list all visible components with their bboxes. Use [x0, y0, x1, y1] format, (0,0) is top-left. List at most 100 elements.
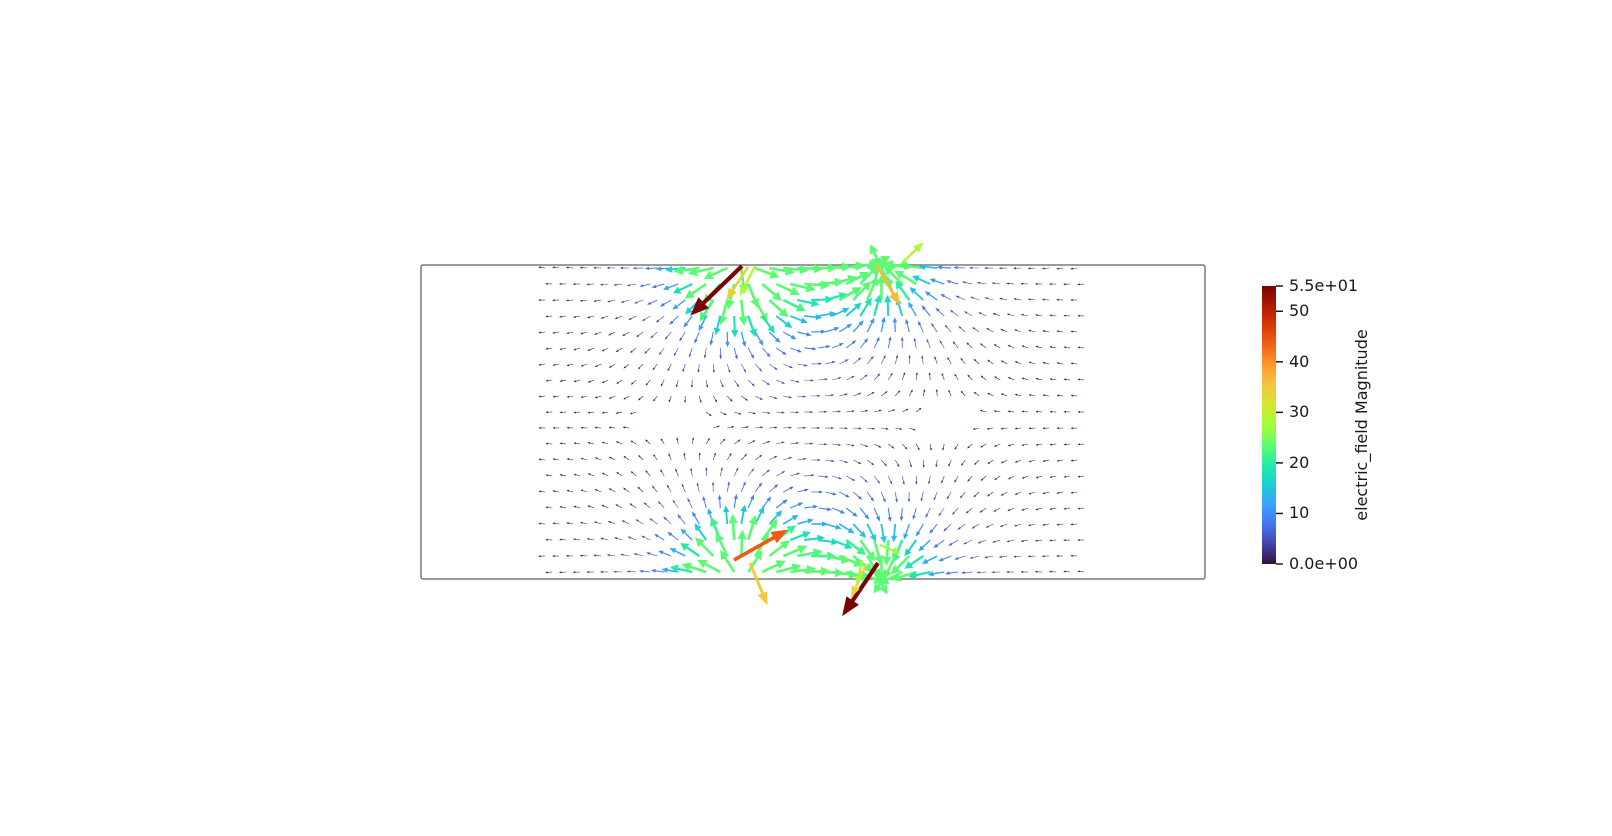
field-arrow	[1042, 394, 1050, 397]
field-arrow	[818, 475, 829, 478]
field-arrow	[797, 488, 809, 493]
field-arrow	[970, 296, 980, 301]
field-arrow	[866, 491, 875, 502]
field-arrow	[559, 347, 567, 351]
field-arrow	[669, 315, 679, 325]
field-arrow	[1077, 378, 1085, 381]
field-arrow	[703, 266, 728, 280]
field-arrow	[1063, 475, 1071, 478]
field-arrow	[845, 340, 857, 349]
field-arrow	[658, 347, 665, 356]
field-arrow	[639, 283, 651, 287]
field-arrow	[908, 354, 911, 365]
field-arrow	[741, 453, 748, 461]
field-arrow	[601, 379, 609, 384]
vector-field-large-glyphs	[690, 242, 924, 617]
field-arrow	[1027, 267, 1036, 270]
field-arrow	[559, 506, 567, 509]
field-arrow	[587, 411, 595, 414]
field-arrow	[1077, 410, 1085, 414]
field-arrow	[929, 278, 945, 285]
field-arrow	[900, 336, 904, 349]
field-arrow	[1020, 282, 1029, 285]
field-arrow	[859, 338, 869, 349]
field-arrow	[748, 379, 755, 387]
field-arrow	[1056, 427, 1064, 430]
field-arrow	[1014, 393, 1022, 397]
field-arrow	[958, 325, 966, 333]
field-arrow	[867, 391, 875, 397]
field-arrow	[734, 379, 740, 388]
field-arrow	[993, 507, 1001, 512]
field-arrow	[782, 331, 797, 340]
field-arrow	[1077, 570, 1085, 573]
field-arrow	[934, 355, 938, 365]
field-arrow	[831, 307, 850, 317]
field-arrow	[552, 363, 560, 366]
field-arrow	[572, 538, 581, 541]
field-arrow	[853, 392, 862, 397]
field-arrow	[962, 539, 973, 545]
field-arrow	[619, 266, 630, 270]
field-arrow	[733, 493, 738, 509]
field-arrow	[566, 489, 574, 493]
field-arrow	[713, 425, 720, 429]
field-arrow	[933, 539, 945, 549]
field-arrow	[979, 343, 987, 349]
field-arrow	[706, 411, 712, 417]
field-arrow	[726, 266, 750, 301]
field-arrow	[859, 265, 879, 285]
field-arrow	[789, 315, 808, 324]
field-arrow	[899, 507, 904, 522]
field-arrow	[895, 427, 903, 431]
field-arrow	[929, 443, 932, 451]
field-arrow	[887, 475, 893, 485]
field-arrow	[1070, 330, 1078, 333]
field-arrow	[698, 315, 707, 332]
field-arrow	[726, 480, 730, 493]
field-arrow	[1070, 267, 1078, 270]
field-arrow	[1056, 298, 1064, 301]
field-arrow	[797, 395, 807, 398]
field-arrow	[973, 391, 980, 397]
field-arrow	[1077, 346, 1085, 349]
field-arrow	[699, 299, 715, 322]
field-arrow	[653, 395, 658, 402]
field-arrow	[853, 357, 862, 365]
field-arrow	[920, 491, 924, 502]
field-arrow	[622, 487, 630, 493]
field-arrow	[565, 554, 574, 557]
field-arrow	[629, 503, 637, 509]
field-arrow	[593, 299, 602, 303]
field-arrow	[902, 408, 909, 413]
field-arrow	[825, 326, 840, 333]
field-arrow	[953, 266, 966, 270]
field-arrow	[726, 452, 732, 461]
field-arrow	[594, 395, 602, 399]
field-arrow	[804, 566, 831, 576]
field-arrow	[942, 443, 945, 451]
field-arrow	[668, 395, 672, 403]
field-arrow	[644, 266, 658, 271]
field-arrow	[680, 542, 700, 557]
field-arrow	[938, 507, 945, 517]
field-arrow	[894, 491, 898, 504]
field-arrow	[769, 395, 778, 399]
field-arrow	[915, 371, 918, 381]
field-arrow	[1028, 361, 1036, 365]
field-arrow	[1028, 394, 1036, 397]
field-arrow	[580, 363, 588, 367]
field-arrow	[960, 390, 966, 397]
field-arrow	[944, 324, 952, 333]
field-arrow	[573, 442, 581, 445]
field-arrow	[907, 491, 911, 503]
field-arrow	[818, 443, 828, 446]
field-arrow	[825, 427, 835, 430]
field-arrow	[646, 552, 658, 557]
field-arrow	[1056, 330, 1064, 333]
field-arrow	[684, 282, 707, 299]
field-arrow	[1070, 491, 1078, 494]
field-arrow	[838, 554, 864, 567]
field-arrow	[566, 426, 574, 429]
